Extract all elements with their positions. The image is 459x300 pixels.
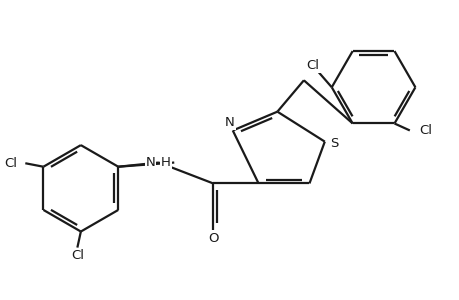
Text: N: N (146, 156, 155, 169)
Text: S: S (330, 136, 338, 149)
Text: Cl: Cl (306, 59, 319, 72)
Text: O: O (207, 232, 218, 245)
Text: Cl: Cl (4, 157, 17, 170)
Text: H: H (161, 156, 170, 169)
Text: Cl: Cl (418, 124, 431, 137)
Text: Cl: Cl (71, 249, 84, 262)
Text: N: N (224, 116, 235, 129)
